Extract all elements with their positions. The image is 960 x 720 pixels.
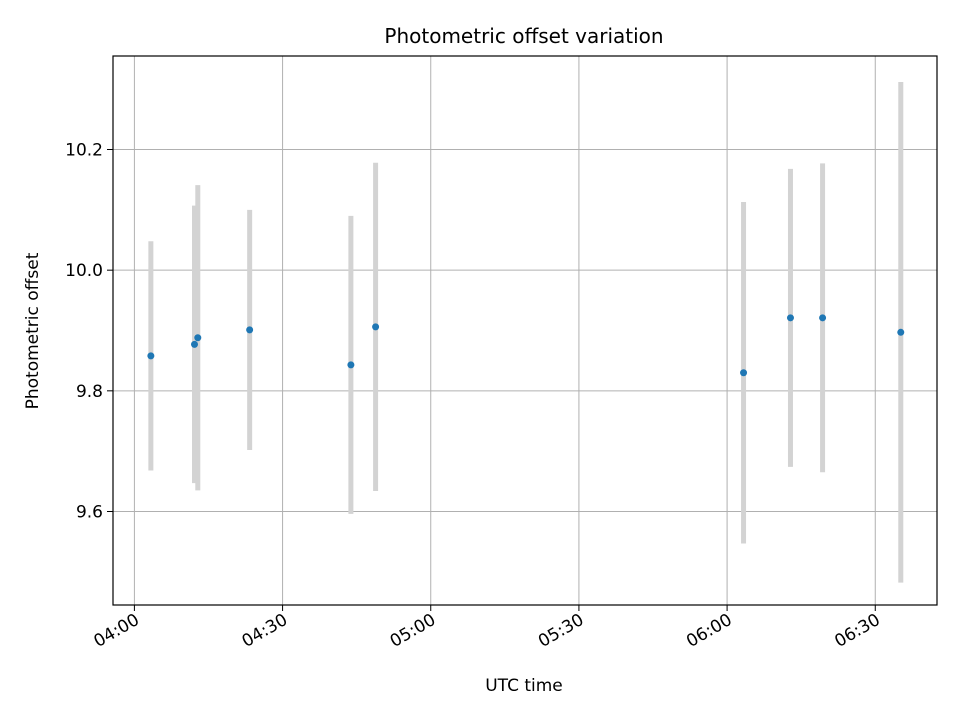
x-tick-label: 04:00	[90, 610, 142, 652]
x-axis-label: UTC time	[485, 676, 563, 696]
x-tick-label: 04:30	[239, 610, 291, 652]
plot-frame	[112, 55, 938, 606]
data-point	[372, 323, 380, 331]
grid	[113, 56, 937, 605]
y-tick-label: 9.8	[76, 382, 103, 402]
data-point	[147, 352, 155, 360]
y-tick-label: 10.0	[65, 261, 103, 281]
y-tick-label: 9.6	[76, 502, 103, 522]
data-point	[740, 369, 748, 377]
x-tick-label: 06:00	[683, 610, 735, 652]
data-point	[897, 328, 905, 336]
data-point	[347, 361, 355, 369]
x-tick-label: 05:30	[535, 610, 587, 652]
y-axis: 9.6 9.8 10.0 10.2	[65, 141, 113, 522]
data-point	[819, 314, 827, 322]
data-point	[246, 326, 254, 334]
y-axis-label: Photometric offset	[23, 252, 43, 409]
x-axis: 04:00 04:30 05:00 05:30 06:00 06:30	[90, 605, 884, 652]
y-tick-label: 10.2	[65, 141, 103, 161]
data-point	[786, 314, 794, 322]
chart-title: Photometric offset variation	[384, 24, 663, 48]
x-tick-label: 06:30	[831, 610, 883, 652]
x-tick-label: 05:00	[387, 610, 439, 652]
data-point	[190, 340, 198, 348]
data-points	[147, 314, 905, 377]
data-point	[194, 334, 202, 342]
error-bars	[148, 81, 904, 583]
